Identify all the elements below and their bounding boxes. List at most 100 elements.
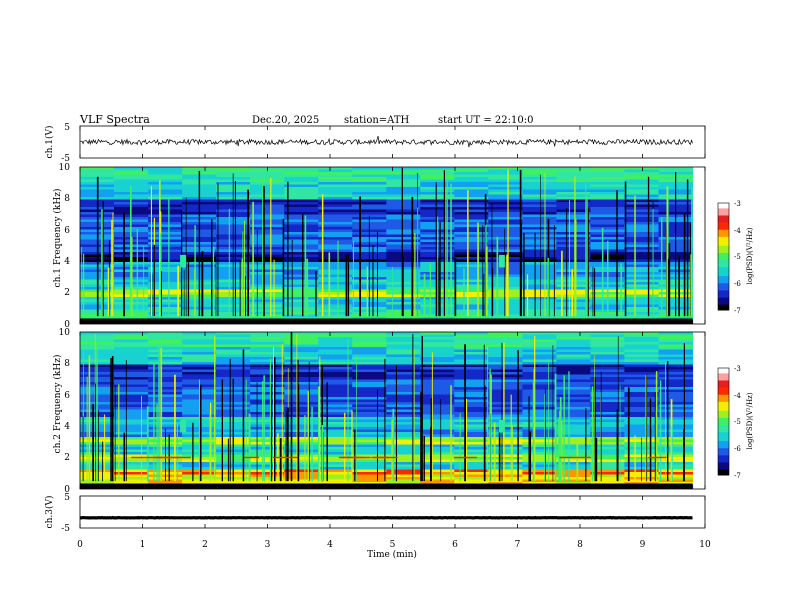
spectrogram-cell [420, 332, 455, 335]
spectrogram-cell [658, 349, 694, 353]
spectrogram-cell [318, 172, 353, 175]
spectrogram-cell [114, 437, 149, 440]
ch1-colorbar-tick-7: -7 [734, 307, 741, 315]
spectrogram-cell [318, 394, 353, 398]
spectrogram-cell [488, 192, 523, 195]
spectrogram-cell [318, 224, 353, 228]
spectrogram-cell [216, 347, 251, 350]
colorbar-step [718, 251, 729, 254]
x-tick-label: 2 [202, 540, 208, 550]
spectrogram-cell [250, 279, 285, 283]
spectrogram-cell [624, 247, 659, 250]
spectrogram-cell [114, 382, 149, 385]
spectrogram-sferic [252, 201, 254, 317]
colorbar-step [718, 290, 729, 293]
spectrogram-cell [624, 169, 659, 173]
spectrogram-sferic [528, 396, 530, 482]
spectrogram-cell [658, 479, 694, 483]
spectrogram-sferic [165, 428, 166, 482]
spectrogram-cell [658, 402, 694, 405]
spectrogram-cell [522, 382, 557, 385]
colorbar-step [718, 409, 729, 412]
spectrogram-sferic [321, 366, 323, 482]
spectrogram-sferic [649, 398, 652, 482]
spectrogram-cell [386, 254, 421, 258]
spectrogram-cell [352, 197, 387, 200]
spectrogram-cell [318, 252, 353, 255]
spectrogram-sferic [328, 252, 331, 317]
spectrogram-cell [352, 182, 387, 185]
spectrogram-cell [250, 344, 285, 348]
spectrogram-sferic [463, 268, 465, 317]
spectrogram-cell [556, 464, 591, 468]
spectrogram-cell [216, 332, 251, 335]
spectrogram-cell [284, 372, 319, 375]
spectrogram-cell [250, 369, 285, 373]
spectrogram-cell [488, 372, 523, 375]
spectrogram-cell [658, 392, 694, 395]
spectrogram-cell [556, 402, 591, 405]
spectrogram-sferic [431, 352, 433, 482]
spectrogram-cell [148, 282, 183, 285]
spectrogram-cell [556, 442, 591, 445]
spectrogram-cell [488, 207, 523, 210]
spectrogram-sferic [594, 355, 595, 482]
spectrogram-cell [658, 482, 694, 485]
spectrogram-cell [250, 179, 285, 183]
spectrogram-cell [386, 417, 421, 420]
spectrogram-cell [250, 199, 285, 203]
spectrogram-cell [386, 434, 421, 438]
spectrogram-cell [658, 474, 694, 478]
spectrogram-cell [454, 192, 489, 195]
spectrogram-cell [386, 382, 421, 385]
spectrogram-cell [454, 182, 489, 185]
spectrogram-cell [182, 167, 217, 170]
spectrogram-cell [80, 337, 115, 340]
spectrogram-cell [352, 332, 387, 335]
spectrogram-sferic [315, 271, 317, 317]
spectrogram-cell [454, 257, 489, 260]
spectrogram-sferic [627, 387, 630, 482]
spectrogram-cell [284, 247, 319, 250]
spectrogram-cell [454, 172, 489, 175]
spectrogram-cell [556, 222, 591, 225]
spectrogram-cell [114, 414, 149, 418]
spectrogram-cell [556, 192, 591, 195]
spectrogram-cell [284, 314, 319, 318]
spectrogram-cell [284, 227, 319, 230]
spectrogram-cell [556, 469, 591, 473]
spectrogram-cell [590, 204, 625, 208]
spectrogram-cell [318, 414, 353, 418]
spectrogram-cell [284, 229, 319, 233]
spectrogram-sferic [256, 382, 258, 482]
spectrogram-cell [624, 477, 659, 480]
spectrogram-cell [624, 339, 659, 343]
spectrogram-cell [488, 174, 523, 178]
spectrogram-sferic [586, 195, 588, 317]
ch2-colorbar-tick-7: -7 [734, 472, 741, 480]
spectrogram-cell [114, 452, 149, 455]
spectrogram-cell [284, 299, 319, 303]
spectrogram-cell [488, 254, 523, 258]
spectrogram-sferic [559, 397, 562, 482]
spectrogram-cell [522, 187, 557, 190]
spectrogram-cell [624, 259, 659, 263]
spectrogram-cell [522, 307, 557, 310]
spectrogram-cell [522, 169, 557, 173]
spectrogram-sferic [559, 410, 561, 482]
spectrogram-cell [454, 369, 489, 373]
spectrogram-cell [624, 454, 659, 458]
spectrogram-cell [556, 207, 591, 210]
ch3-waveform-frame [79, 495, 706, 529]
spectrogram-cell [624, 317, 659, 320]
spectrogram-cell [624, 194, 659, 198]
spectrogram-cell [522, 404, 557, 408]
spectrogram-cell [250, 467, 285, 470]
spectrogram-cell [624, 427, 659, 430]
spectrogram-cell [488, 179, 523, 183]
spectrogram-cell [182, 374, 217, 378]
spectrogram-cell [420, 407, 455, 410]
spectrogram-cell [352, 369, 387, 373]
spectrogram-cell [148, 409, 183, 413]
spectrogram-cell [522, 287, 557, 290]
